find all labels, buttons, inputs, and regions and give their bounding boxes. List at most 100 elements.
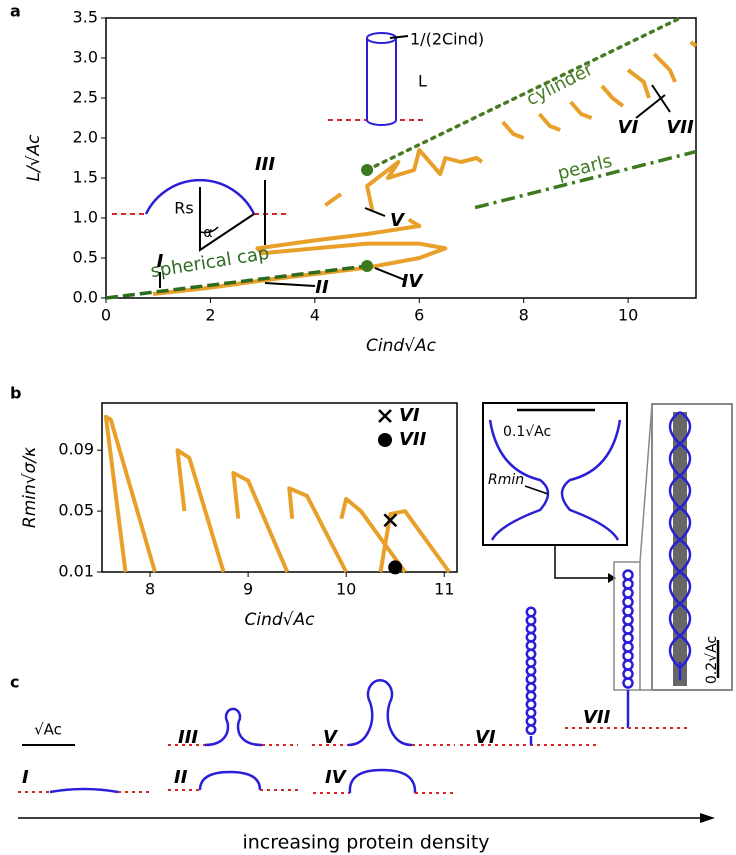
panel-label: a bbox=[10, 2, 21, 21]
arrow-label: increasing protein density bbox=[242, 832, 489, 854]
x-tick-label: 6 bbox=[414, 306, 424, 325]
pearl-outline bbox=[668, 506, 692, 541]
pearl bbox=[525, 698, 537, 710]
pointer bbox=[364, 207, 386, 217]
pearl bbox=[622, 641, 634, 653]
legend-label: VII bbox=[399, 429, 427, 450]
state-label: I bbox=[157, 251, 164, 272]
pearl bbox=[622, 614, 634, 626]
shape-label: VI bbox=[475, 727, 496, 748]
state-label: III bbox=[255, 154, 275, 175]
pearl bbox=[525, 665, 537, 677]
pearl bbox=[525, 724, 537, 736]
neck-inset bbox=[482, 402, 733, 691]
x-tick-label: 8 bbox=[519, 306, 529, 325]
pearl bbox=[622, 668, 634, 680]
pearl bbox=[525, 682, 537, 694]
inset-label: 0.2√Ac bbox=[704, 636, 720, 684]
y-tick-label: 3.0 bbox=[73, 48, 98, 67]
pearl bbox=[622, 659, 634, 671]
pearl bbox=[525, 707, 537, 719]
pearl bbox=[525, 656, 537, 668]
membrane-shape bbox=[347, 679, 413, 747]
scale-label: √Ac bbox=[34, 721, 62, 739]
y-axis-label: Rmin√σ/κ bbox=[20, 447, 40, 528]
panel-label: b bbox=[10, 384, 21, 403]
x-tick-label: 0 bbox=[101, 306, 111, 325]
x-axis-label: Cind√Ac bbox=[366, 336, 437, 356]
marker bbox=[361, 260, 374, 272]
cap-inset bbox=[112, 178, 288, 252]
y-tick-label: 1.5 bbox=[73, 168, 98, 187]
membrane-shape bbox=[348, 768, 417, 794]
y-tick-label: 0.05 bbox=[58, 501, 94, 520]
y-tick-label: 3.5 bbox=[73, 8, 98, 27]
x-tick-label: 2 bbox=[205, 306, 215, 325]
pearl bbox=[622, 596, 634, 608]
inset-label: Rmin bbox=[488, 472, 524, 488]
y-axis-label: L/√Ac bbox=[24, 134, 44, 182]
shape-label: III bbox=[178, 727, 198, 748]
shape-label: VII bbox=[583, 707, 611, 728]
pearl bbox=[525, 631, 537, 643]
y-tick-label: 2.5 bbox=[73, 88, 98, 107]
y-tick-label: 1.0 bbox=[73, 208, 98, 227]
shape-label: V bbox=[323, 727, 339, 748]
pearl bbox=[622, 632, 634, 644]
pearl bbox=[622, 677, 634, 689]
y-tick-label: 0.01 bbox=[58, 562, 94, 581]
pearl-outline bbox=[668, 570, 692, 605]
pearl bbox=[525, 640, 537, 652]
pearl bbox=[525, 623, 537, 635]
pearl-outline bbox=[668, 442, 692, 477]
cylinder-inset bbox=[328, 32, 425, 126]
series-line bbox=[152, 40, 698, 296]
state-label: V bbox=[390, 210, 406, 231]
membrane-shape bbox=[204, 707, 263, 747]
legend-label: VI bbox=[399, 405, 420, 426]
pointer bbox=[264, 282, 316, 287]
x-tick-label: 10 bbox=[618, 306, 638, 325]
pearl-outline bbox=[668, 538, 692, 573]
series-line bbox=[365, 16, 683, 172]
shape-label: IV bbox=[325, 767, 348, 788]
state-label: IV bbox=[402, 271, 425, 292]
y-tick-label: 0.09 bbox=[58, 440, 94, 459]
pointer bbox=[651, 84, 671, 113]
legend-marker bbox=[378, 409, 392, 423]
pearl bbox=[525, 606, 537, 618]
pearl bbox=[622, 578, 634, 590]
pearl bbox=[525, 715, 537, 727]
annotation: α bbox=[203, 225, 212, 241]
inset-label: 0.1√Ac bbox=[503, 424, 551, 440]
shape-label: I bbox=[22, 767, 29, 788]
series-label: spherical cap bbox=[149, 243, 271, 282]
x-axis-label: Cind√Ac bbox=[245, 610, 316, 630]
pearl bbox=[622, 623, 634, 635]
pearl bbox=[525, 648, 537, 660]
pearl-outline bbox=[668, 410, 692, 445]
x-tick-label: 10 bbox=[336, 580, 356, 599]
x-tick-label: 11 bbox=[434, 580, 454, 599]
annotation: L bbox=[418, 72, 427, 91]
series-line bbox=[105, 264, 368, 300]
y-tick-label: 0.5 bbox=[73, 248, 98, 267]
marker bbox=[383, 513, 398, 528]
shape-label: II bbox=[174, 767, 188, 788]
pearl bbox=[622, 587, 634, 599]
y-tick-label: 0.0 bbox=[73, 288, 98, 307]
pearl bbox=[525, 673, 537, 685]
membrane-shape bbox=[198, 770, 262, 791]
pearl-outline bbox=[668, 634, 692, 669]
pearl-zoom bbox=[668, 410, 692, 680]
y-tick-label: 2.0 bbox=[73, 128, 98, 147]
pearl bbox=[622, 605, 634, 617]
annotation: 1/(2Cind) bbox=[410, 30, 484, 49]
state-label: VII bbox=[666, 117, 694, 138]
panel-label: c bbox=[10, 673, 19, 692]
state-label: II bbox=[315, 277, 329, 298]
marker bbox=[388, 560, 403, 575]
pointer bbox=[374, 267, 406, 281]
series-label: cylinder bbox=[523, 59, 597, 111]
